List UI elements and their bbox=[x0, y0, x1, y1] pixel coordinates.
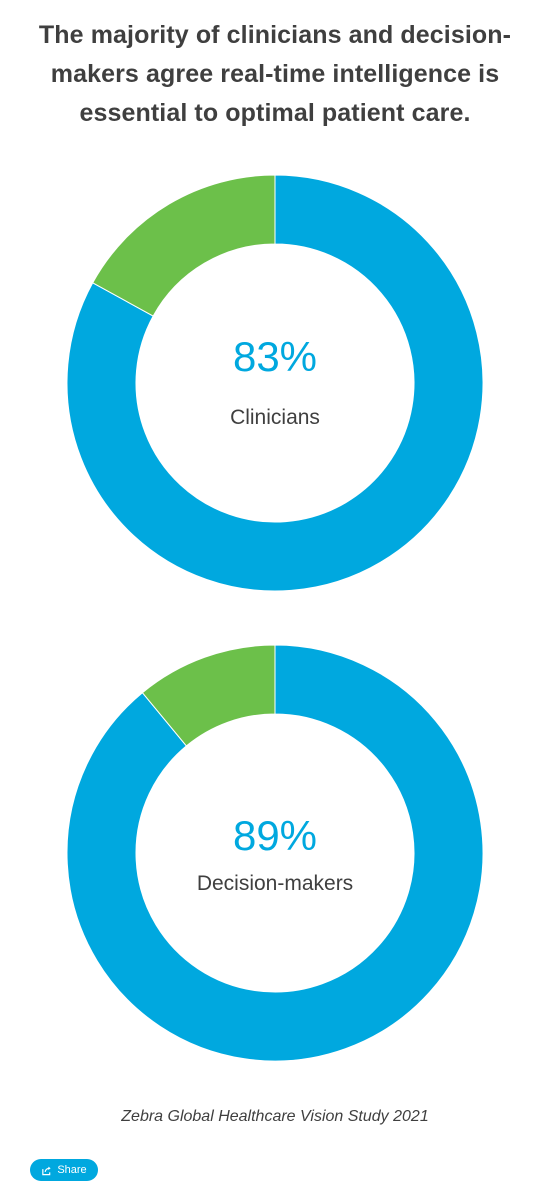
donut-slice-2[interactable] bbox=[92, 174, 276, 317]
donut-slices bbox=[66, 174, 484, 592]
donut-center-value: 89% bbox=[233, 812, 317, 859]
share-button[interactable]: Share bbox=[30, 1159, 98, 1181]
donut-center-value: 83% bbox=[233, 333, 317, 380]
source-note: Zebra Global Healthcare Vision Study 202… bbox=[121, 1108, 429, 1125]
page-title: The majority of clinicians and decision-… bbox=[38, 21, 512, 127]
share-icon bbox=[42, 1166, 51, 1175]
donut-slice-2[interactable] bbox=[141, 644, 276, 747]
donut-chart-decision-makers: 89% Decision-makers bbox=[66, 644, 484, 1062]
donut-center-label: Decision-makers bbox=[197, 872, 353, 895]
donut-slices bbox=[66, 644, 484, 1062]
donut-slice-1[interactable] bbox=[66, 174, 484, 592]
donut-center-label: Clinicians bbox=[230, 406, 320, 429]
share-label: Share bbox=[57, 1164, 87, 1176]
donut-chart-clinicians: 83% Clinicians bbox=[66, 174, 484, 592]
donut-slice-1[interactable] bbox=[66, 644, 484, 1062]
